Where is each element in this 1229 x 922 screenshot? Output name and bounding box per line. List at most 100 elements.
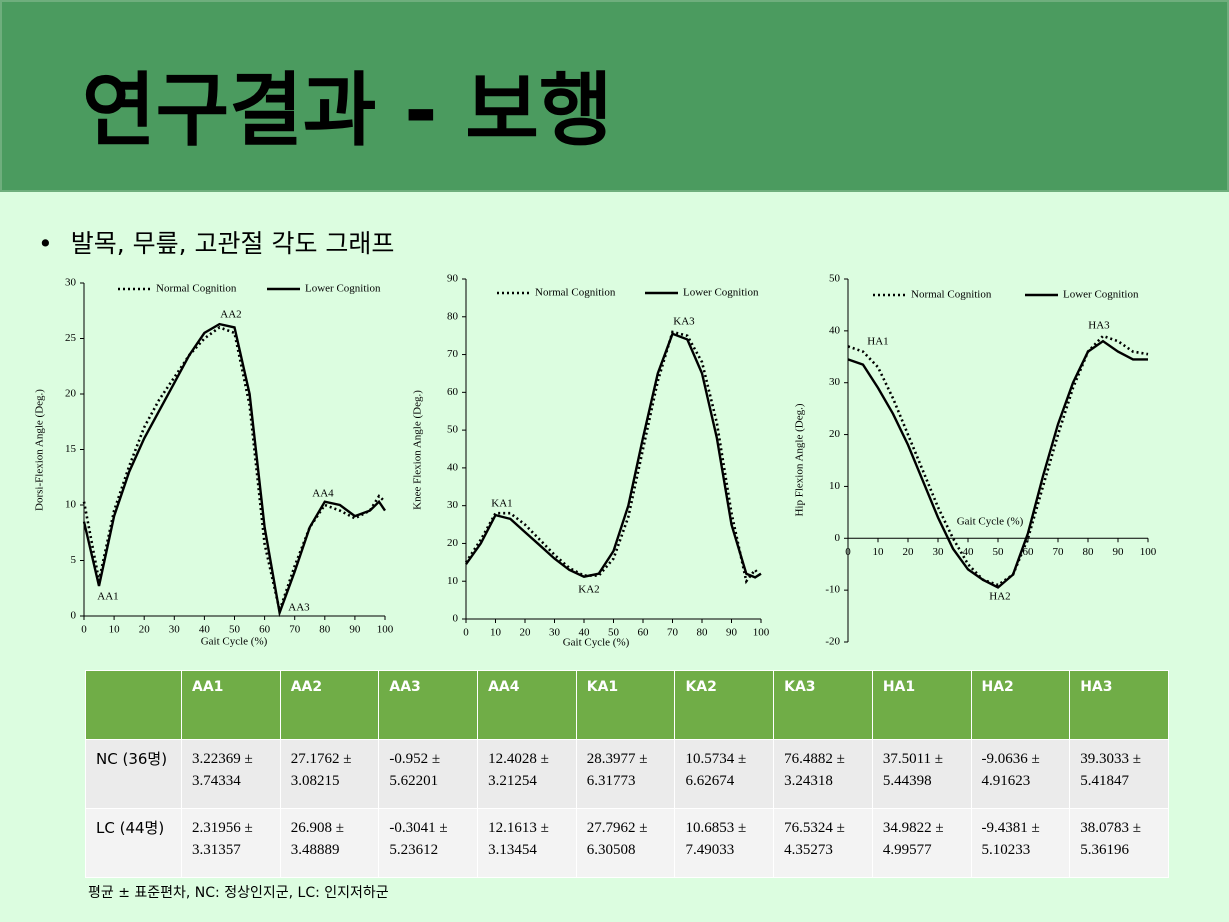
y-tick-label: 40: [829, 324, 841, 336]
header-cell: AA2: [279, 670, 380, 740]
y-tick-label: 20: [447, 537, 459, 549]
header-cell: HA3: [1069, 670, 1169, 740]
x-axis-title: Gait Cycle (%): [201, 636, 268, 648]
y-tick-label: 15: [65, 443, 77, 455]
table-row: NC (36명) 3.22369 ± 3.74334 27.1762 ± 3.082…: [85, 739, 1169, 809]
header-cell: KA2: [674, 670, 775, 740]
legend-label: Lower Cognition: [1063, 289, 1139, 301]
header-cell: KA1: [575, 670, 676, 740]
legend-label: Lower Cognition: [683, 287, 759, 299]
annotation: KA3: [673, 316, 695, 328]
table-cell: 28.3977 ± 6.31773: [575, 739, 676, 809]
annotation: KA1: [491, 498, 512, 510]
x-tick-label: 40: [579, 627, 591, 639]
x-tick-label: 90: [349, 624, 361, 636]
x-tick-label: 50: [608, 627, 620, 639]
table-row: LC (44명) 2.31956 ± 3.31357 26.908 ± 3.4888…: [85, 808, 1169, 878]
legend-label: Normal Cognition: [156, 283, 237, 295]
header-cell: AA4: [477, 670, 577, 740]
table-cell: 12.4028 ± 3.21254: [477, 739, 577, 809]
x-tick-label: 20: [520, 627, 532, 639]
table-cell: -0.3041 ± 5.23612: [378, 808, 479, 878]
table-cell: 39.3033 ± 5.41847: [1069, 739, 1169, 809]
x-tick-label: 60: [1023, 546, 1035, 558]
table-cell: -9.0636 ± 4.91623: [970, 739, 1071, 809]
legend-label: Normal Cognition: [911, 289, 992, 301]
x-tick-label: 30: [169, 624, 181, 636]
y-tick-label: 30: [447, 499, 459, 511]
header-cell: AA3: [378, 670, 479, 740]
table-cell: 12.1613 ± 3.13454: [477, 808, 577, 878]
x-tick-label: 40: [963, 546, 975, 558]
y-tick-label: 5: [71, 554, 77, 566]
table-cell: 76.4882 ± 3.24318: [773, 739, 873, 809]
y-tick-label: 0: [71, 610, 77, 622]
y-tick-label: 50: [447, 424, 459, 436]
x-tick-label: 100: [1140, 546, 1157, 558]
x-tick-label: 50: [993, 546, 1005, 558]
table-cell: 3.22369 ± 3.74334: [181, 739, 281, 809]
y-tick-label: 10: [65, 499, 77, 511]
row-label: NC (36명): [85, 739, 182, 809]
header-band: 연구결과 - 보행: [0, 0, 1229, 192]
annotation: HA2: [989, 591, 1010, 603]
series-line: [465, 332, 762, 579]
y-tick-label: 50: [829, 273, 841, 285]
y-tick-label: 20: [65, 388, 77, 400]
annotation: KA2: [578, 584, 599, 596]
annotation: AA1: [97, 591, 118, 603]
y-tick-label: 20: [829, 428, 841, 440]
x-tick-label: 10: [873, 546, 885, 558]
row-label: LC (44명): [85, 808, 182, 878]
x-tick-label: 30: [549, 627, 561, 639]
x-tick-label: 20: [139, 624, 151, 636]
y-tick-label: -10: [825, 584, 840, 596]
x-axis-title: Gait Cycle (%): [563, 637, 630, 649]
y-axis-title: Dorsi-Flexion Angle (Deg.): [34, 389, 46, 511]
annotation: HA1: [867, 336, 888, 348]
y-axis-title: Knee Flexion Angle (Deg.): [412, 390, 424, 510]
table-cell: 34.9822 ± 4.99577: [871, 808, 972, 878]
x-tick-label: 60: [259, 624, 271, 636]
annotation: AA2: [220, 309, 241, 321]
y-tick-label: 30: [829, 376, 841, 388]
x-tick-label: 0: [463, 627, 469, 639]
table-cell: 10.6853 ± 7.49033: [674, 808, 775, 878]
header-row: AA1 AA2 AA3 AA4 KA1 KA2 KA3 HA1 HA2 HA3: [85, 670, 1169, 740]
table-cell: 10.5734 ± 6.62674: [674, 739, 775, 809]
annotation: HA3: [1088, 320, 1110, 332]
annotation: AA4: [312, 488, 334, 500]
title: 연구결과 - 보행: [82, 64, 613, 157]
y-tick-label: 0: [835, 532, 841, 544]
y-tick-label: -20: [825, 636, 840, 648]
y-tick-label: 70: [447, 348, 459, 360]
x-tick-label: 80: [1083, 546, 1095, 558]
footnote: 평균 ± 표준편차, NC: 정상인지군, LC: 인지저하군: [88, 885, 389, 901]
x-tick-label: 20: [903, 546, 915, 558]
x-tick-label: 30: [933, 546, 945, 558]
table-cell: 2.31956 ± 3.31357: [181, 808, 281, 878]
x-tick-label: 0: [845, 546, 851, 558]
table-cell: 76.5324 ± 4.35273: [773, 808, 873, 878]
y-axis-title: Hip Flexion Angle (Deg.): [794, 403, 806, 516]
y-tick-label: 10: [829, 480, 841, 492]
table-cell: 38.0783 ± 5.36196: [1069, 808, 1169, 878]
y-tick-label: 60: [447, 386, 459, 398]
header-cell: [85, 670, 182, 740]
series-line: [464, 330, 763, 585]
header-cell: HA2: [970, 670, 1071, 740]
y-tick-label: 40: [447, 461, 459, 473]
table-cell: 26.908 ± 3.48889: [279, 808, 380, 878]
table-cell: -9.4381 ± 5.10233: [970, 808, 1071, 878]
x-tick-label: 90: [726, 627, 738, 639]
x-tick-label: 80: [319, 624, 331, 636]
y-tick-label: 90: [447, 273, 459, 285]
series-line: [82, 322, 386, 618]
x-tick-label: 70: [667, 627, 679, 639]
results-table: AA1 AA2 AA3 AA4 KA1 KA2 KA3 HA1 HA2 HA3 NC (36명) 3…: [85, 670, 1169, 878]
x-tick-label: 50: [229, 624, 241, 636]
x-tick-label: 60: [638, 627, 650, 639]
header-cell: HA1: [871, 670, 972, 740]
x-tick-label: 70: [289, 624, 301, 636]
